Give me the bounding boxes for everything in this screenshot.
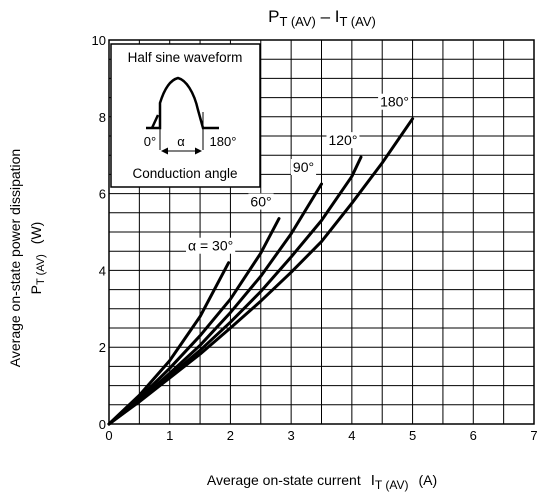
series-line-3 <box>107 182 323 426</box>
inset-caption: Conduction angle <box>132 166 237 181</box>
curve-labels: α = 30° 60° 90° 120° 180° <box>185 93 412 254</box>
grid <box>108 39 535 425</box>
y-tick-label: 6 <box>99 187 106 202</box>
x-axis-label: Average on-state current IT (AV) (A) <box>207 472 437 492</box>
series-line-5 <box>107 117 415 426</box>
x-tick-label: 5 <box>409 428 416 443</box>
inset-label-180deg: 180° <box>210 134 237 149</box>
y-axis-label: Average on-state power dissipation PT (A… <box>7 149 47 367</box>
series-label-2: 60° <box>250 194 271 210</box>
x-tick-label: 2 <box>227 428 234 443</box>
series-line-2 <box>107 217 281 426</box>
tick-labels: 0 1 2 3 4 5 6 7 0 2 4 6 8 10 <box>92 33 538 443</box>
series-label-3: 90° <box>293 159 314 175</box>
inset-label-0deg: 0° <box>144 134 156 149</box>
x-tick-label: 3 <box>288 428 295 443</box>
inset-box <box>110 43 261 188</box>
chart-title: PT (AV) – IT (AV) <box>268 7 376 29</box>
inset-arrowhead-right <box>195 147 202 155</box>
x-tick-label: 7 <box>530 428 537 443</box>
series-label-5: 180° <box>380 94 409 110</box>
x-tick-label: 1 <box>166 428 173 443</box>
y-axis-label-line1: Average on-state power dissipation <box>7 149 23 367</box>
waveform-lead-in <box>150 114 160 129</box>
series-label-bg <box>185 237 236 254</box>
series-label-bg <box>248 193 274 210</box>
inset-arrowhead-left <box>161 147 168 155</box>
series-label-bg <box>290 159 317 175</box>
plot-frame <box>108 39 535 425</box>
inset-title-text: Half sine waveform <box>128 50 243 65</box>
series-label-bg <box>378 93 412 110</box>
x-tick-label: 0 <box>105 428 112 443</box>
series-label-bg <box>326 132 360 149</box>
x-tick-label: 4 <box>348 428 355 443</box>
y-axis-label-line2: PT (AV)(W) <box>28 222 47 295</box>
y-tick-label: 10 <box>92 33 106 48</box>
series-label-4: 120° <box>328 132 357 148</box>
y-tick-label: 8 <box>99 110 106 125</box>
series-label-1: α = 30° <box>188 238 233 254</box>
inset-label-alpha: α <box>177 134 185 149</box>
y-tick-label: 2 <box>99 340 106 355</box>
half-sine-waveform <box>146 76 219 130</box>
y-tick-label: 4 <box>99 263 106 278</box>
inset: Half sine waveform 0° α 180° Conduction … <box>110 43 261 188</box>
x-tick-label: 6 <box>470 428 477 443</box>
curves <box>107 117 415 426</box>
y-tick-label: 0 <box>99 417 106 432</box>
